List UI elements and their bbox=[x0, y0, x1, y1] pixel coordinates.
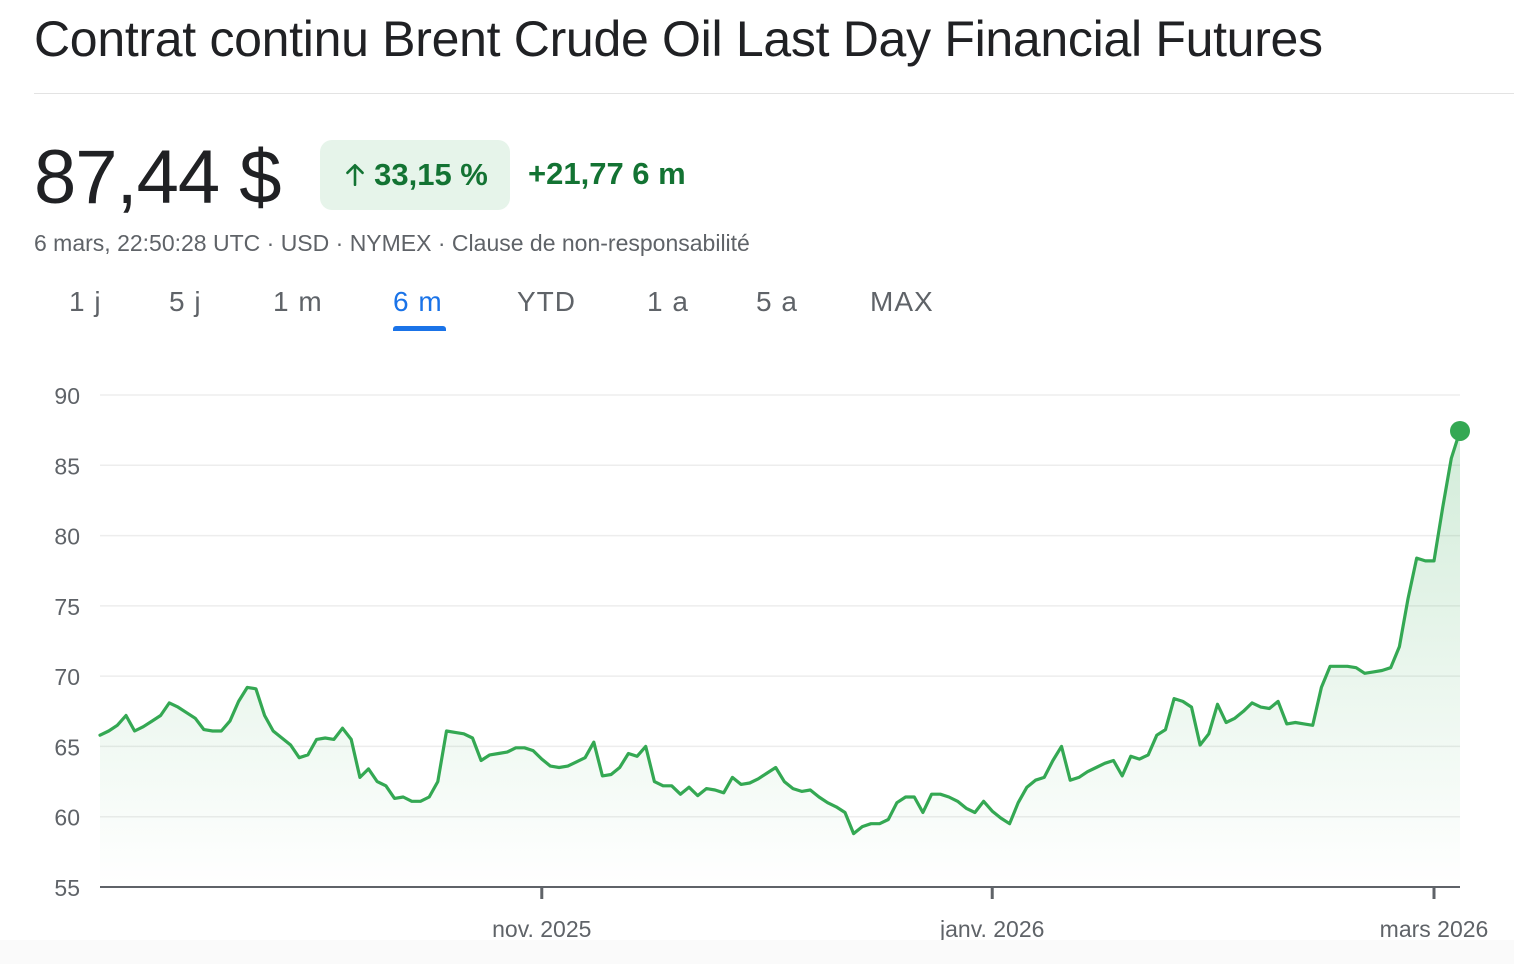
tab-max[interactable]: MAX bbox=[870, 286, 934, 317]
price-area bbox=[100, 431, 1460, 887]
x-tick-label: nov. 2025 bbox=[492, 916, 591, 940]
price-chart[interactable]: 90 85 80 75 70 65 60 55 nov. 2025 janv. 2026 mars… bbox=[0, 370, 1514, 940]
tab-5d[interactable]: 5 j bbox=[169, 286, 202, 317]
y-tick-label: 90 bbox=[54, 383, 80, 409]
x-axis-ticks: nov. 2025 janv. 2026 mars 2026 bbox=[492, 887, 1488, 940]
last-price-dot[interactable] bbox=[1450, 420, 1470, 441]
tab-6m[interactable]: 6 m bbox=[393, 286, 443, 317]
y-axis-labels: 90 85 80 75 70 65 60 55 bbox=[54, 383, 80, 901]
tab-5y[interactable]: 5 a bbox=[756, 286, 798, 317]
range-tabs: 1 j 5 j 1 m 6 m YTD 1 a 5 a MAX bbox=[0, 286, 1000, 336]
y-tick-label: 75 bbox=[54, 594, 80, 620]
x-tick-label: mars 2026 bbox=[1380, 916, 1489, 940]
y-tick-label: 80 bbox=[54, 524, 80, 550]
active-tab-indicator bbox=[393, 326, 446, 331]
tab-1y[interactable]: 1 a bbox=[647, 286, 689, 317]
arrow-up-icon bbox=[346, 163, 364, 187]
y-tick-label: 85 bbox=[54, 453, 80, 479]
quote-meta: 6 mars, 22:50:28 UTC · USD · NYMEX · Cla… bbox=[34, 230, 750, 256]
percent-change-value: 33,15 % bbox=[374, 157, 488, 192]
y-tick-label: 65 bbox=[54, 734, 80, 760]
title-divider bbox=[34, 93, 1514, 94]
absolute-change: +21,77 6 m bbox=[528, 156, 686, 191]
y-tick-label: 55 bbox=[54, 875, 80, 901]
y-tick-label: 70 bbox=[54, 664, 80, 690]
footer-band bbox=[0, 940, 1514, 964]
y-tick-label: 60 bbox=[54, 805, 80, 831]
tab-ytd[interactable]: YTD bbox=[517, 286, 576, 317]
page-title: Contrat continu Brent Crude Oil Last Day… bbox=[34, 11, 1323, 67]
tab-1m[interactable]: 1 m bbox=[273, 286, 323, 317]
current-price: 87,44 $ bbox=[34, 135, 282, 220]
price-line bbox=[98, 429, 1462, 836]
percent-change-badge: 33,15 % bbox=[320, 140, 510, 210]
tab-1d[interactable]: 1 j bbox=[69, 286, 102, 317]
x-tick-label: janv. 2026 bbox=[939, 916, 1044, 940]
